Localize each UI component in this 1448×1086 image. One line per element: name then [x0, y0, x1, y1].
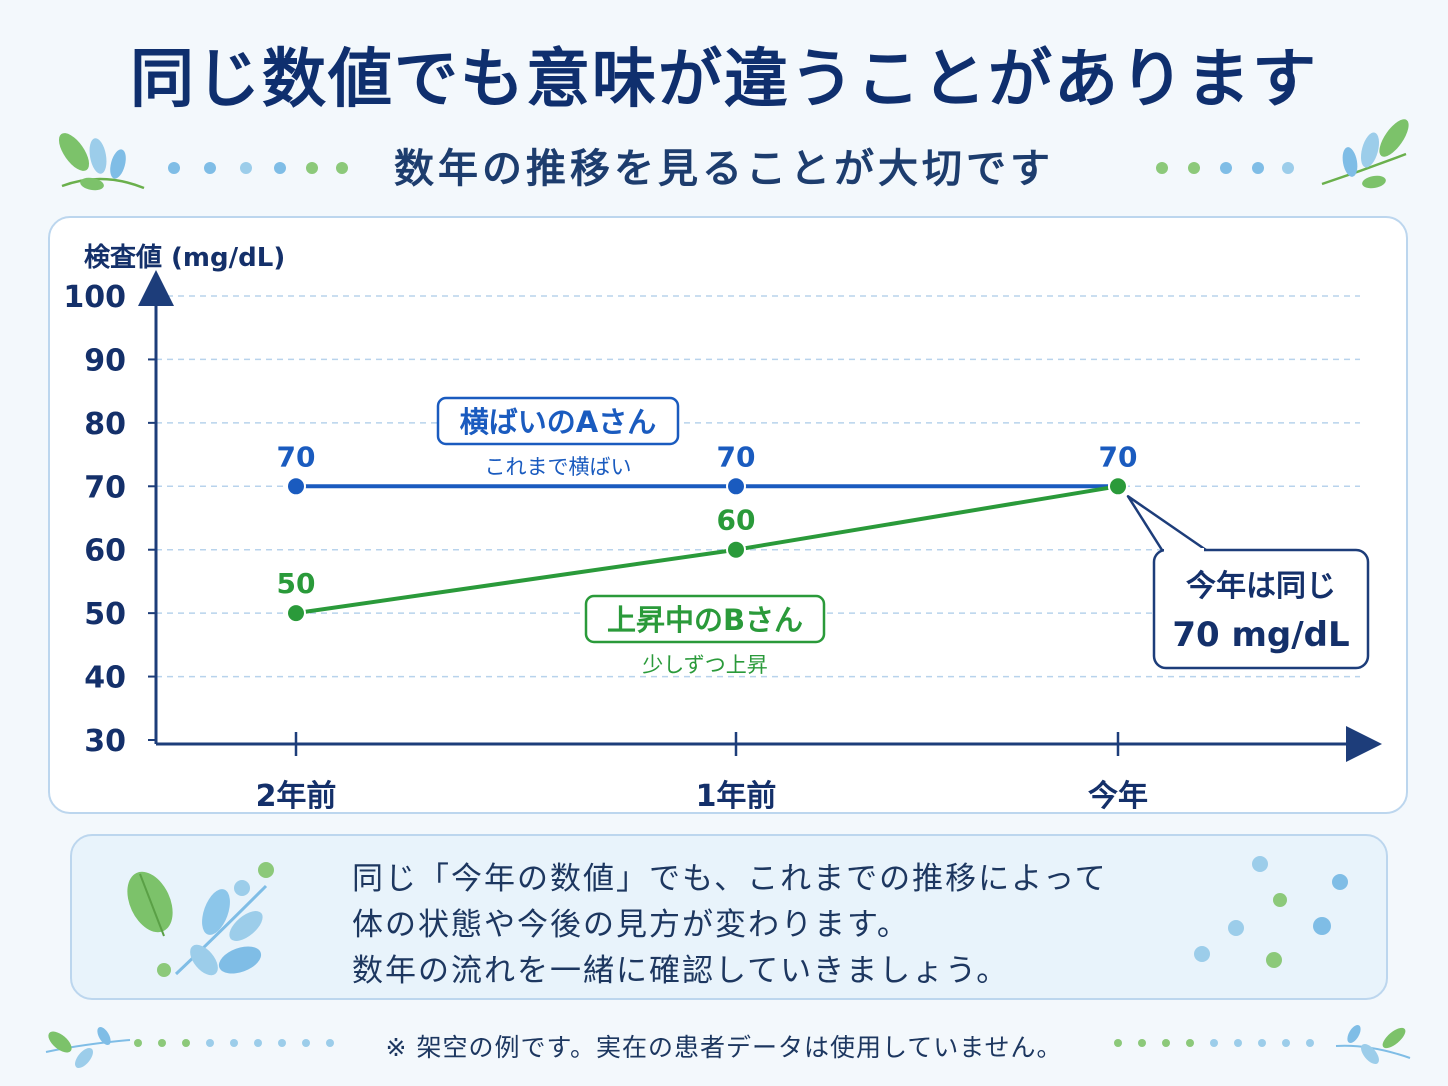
series-1-point-1 [726, 539, 746, 560]
series-1-value-label-1: 60 [717, 504, 756, 537]
dot-row-top-right-icon [1156, 162, 1294, 174]
series-0-value-label-2: 70 [1099, 440, 1138, 473]
series-1-name: 上昇中のBさん [607, 603, 803, 637]
series-1-point-2 [1108, 476, 1128, 497]
page-subtitle: 数年の推移を見ることが大切です [394, 146, 1054, 192]
x-tick-label-1: 1年前 [696, 779, 777, 812]
series-0-value-label-0: 70 [277, 440, 316, 473]
series-1-value-label-0: 50 [277, 567, 316, 600]
note-line-2: 体の状態や今後の見方が変わります。 [352, 907, 910, 943]
y-tick-label-100: 100 [63, 280, 126, 315]
note-line-3: 数年の流れを一緒に確認していきましょう。 [352, 953, 1010, 989]
callout-gap [1164, 548, 1204, 554]
note-text: 同じ「今年の数値」でも、これまでの推移によって 体の状態や今後の見方が変わります… [352, 856, 1108, 994]
series-0-caption: これまで横ばい [485, 455, 632, 479]
y-tick-label-50: 50 [84, 597, 126, 632]
series-0-name-box [436, 396, 680, 446]
series-0-name: 横ばいのAさん [460, 405, 656, 439]
y-tick-label-80: 80 [84, 407, 126, 442]
dot-cluster-icon [1194, 856, 1348, 968]
series-0-point-0 [286, 476, 306, 497]
leaf-sprig-bottom-left-icon [45, 1026, 131, 1068]
callout-line-1: 今年は同じ [1186, 569, 1336, 604]
x-tick-label-0: 2年前 [256, 779, 337, 812]
note-panel: 同じ「今年の数値」でも、これまでの推移によって 体の状態や今後の見方が変わります… [70, 834, 1388, 1000]
leaf-sprig-top-right-icon [1321, 119, 1409, 189]
page-title: 同じ数値でも意味が違うことがあります [130, 43, 1318, 117]
leaf-branch-icon [127, 862, 274, 977]
y-axis-title: 検査値 (mg/dL) [84, 243, 285, 273]
y-tick-label-70: 70 [84, 470, 126, 505]
footnote: ※ 架空の例です。実在の患者データは使用していません。 [385, 1033, 1063, 1062]
series-1-point-0 [286, 603, 306, 624]
series-0-point-1 [726, 476, 746, 497]
y-tick-label-30: 30 [84, 724, 126, 759]
dot-row-bottom-right-icon [1114, 1039, 1314, 1047]
note-line-1: 同じ「今年の数値」でも、これまでの推移によって [352, 861, 1108, 897]
callout-pointer [1126, 495, 1207, 552]
series-1-name-box [584, 594, 826, 644]
dot-row-top-left-icon [168, 162, 348, 174]
series-1-caption: 少しずつ上昇 [642, 653, 768, 677]
leaf-sprig-top-left-icon [58, 133, 145, 191]
dot-row-bottom-left-icon [134, 1039, 334, 1047]
callout-box [1152, 548, 1370, 670]
y-tick-label-40: 40 [84, 661, 126, 696]
x-tick-label-2: 今年 [1088, 779, 1148, 812]
chart-panel: 30 40 50 60 70 80 90 100 検査値 (mg/dL) 2年前 1年前 今年 70 7… [48, 216, 1408, 814]
leaf-sprig-bottom-right-icon [1335, 1024, 1411, 1064]
line-chart: 30 40 50 60 70 80 90 100 検査値 (mg/dL) 2年前 1年前 今年 70 7… [63, 243, 1382, 812]
series-0-value-label-1: 70 [717, 440, 756, 473]
callout-line-2: 70 mg/dL [1172, 615, 1349, 655]
y-tick-label-60: 60 [84, 534, 126, 569]
y-tick-label-90: 90 [84, 343, 126, 378]
